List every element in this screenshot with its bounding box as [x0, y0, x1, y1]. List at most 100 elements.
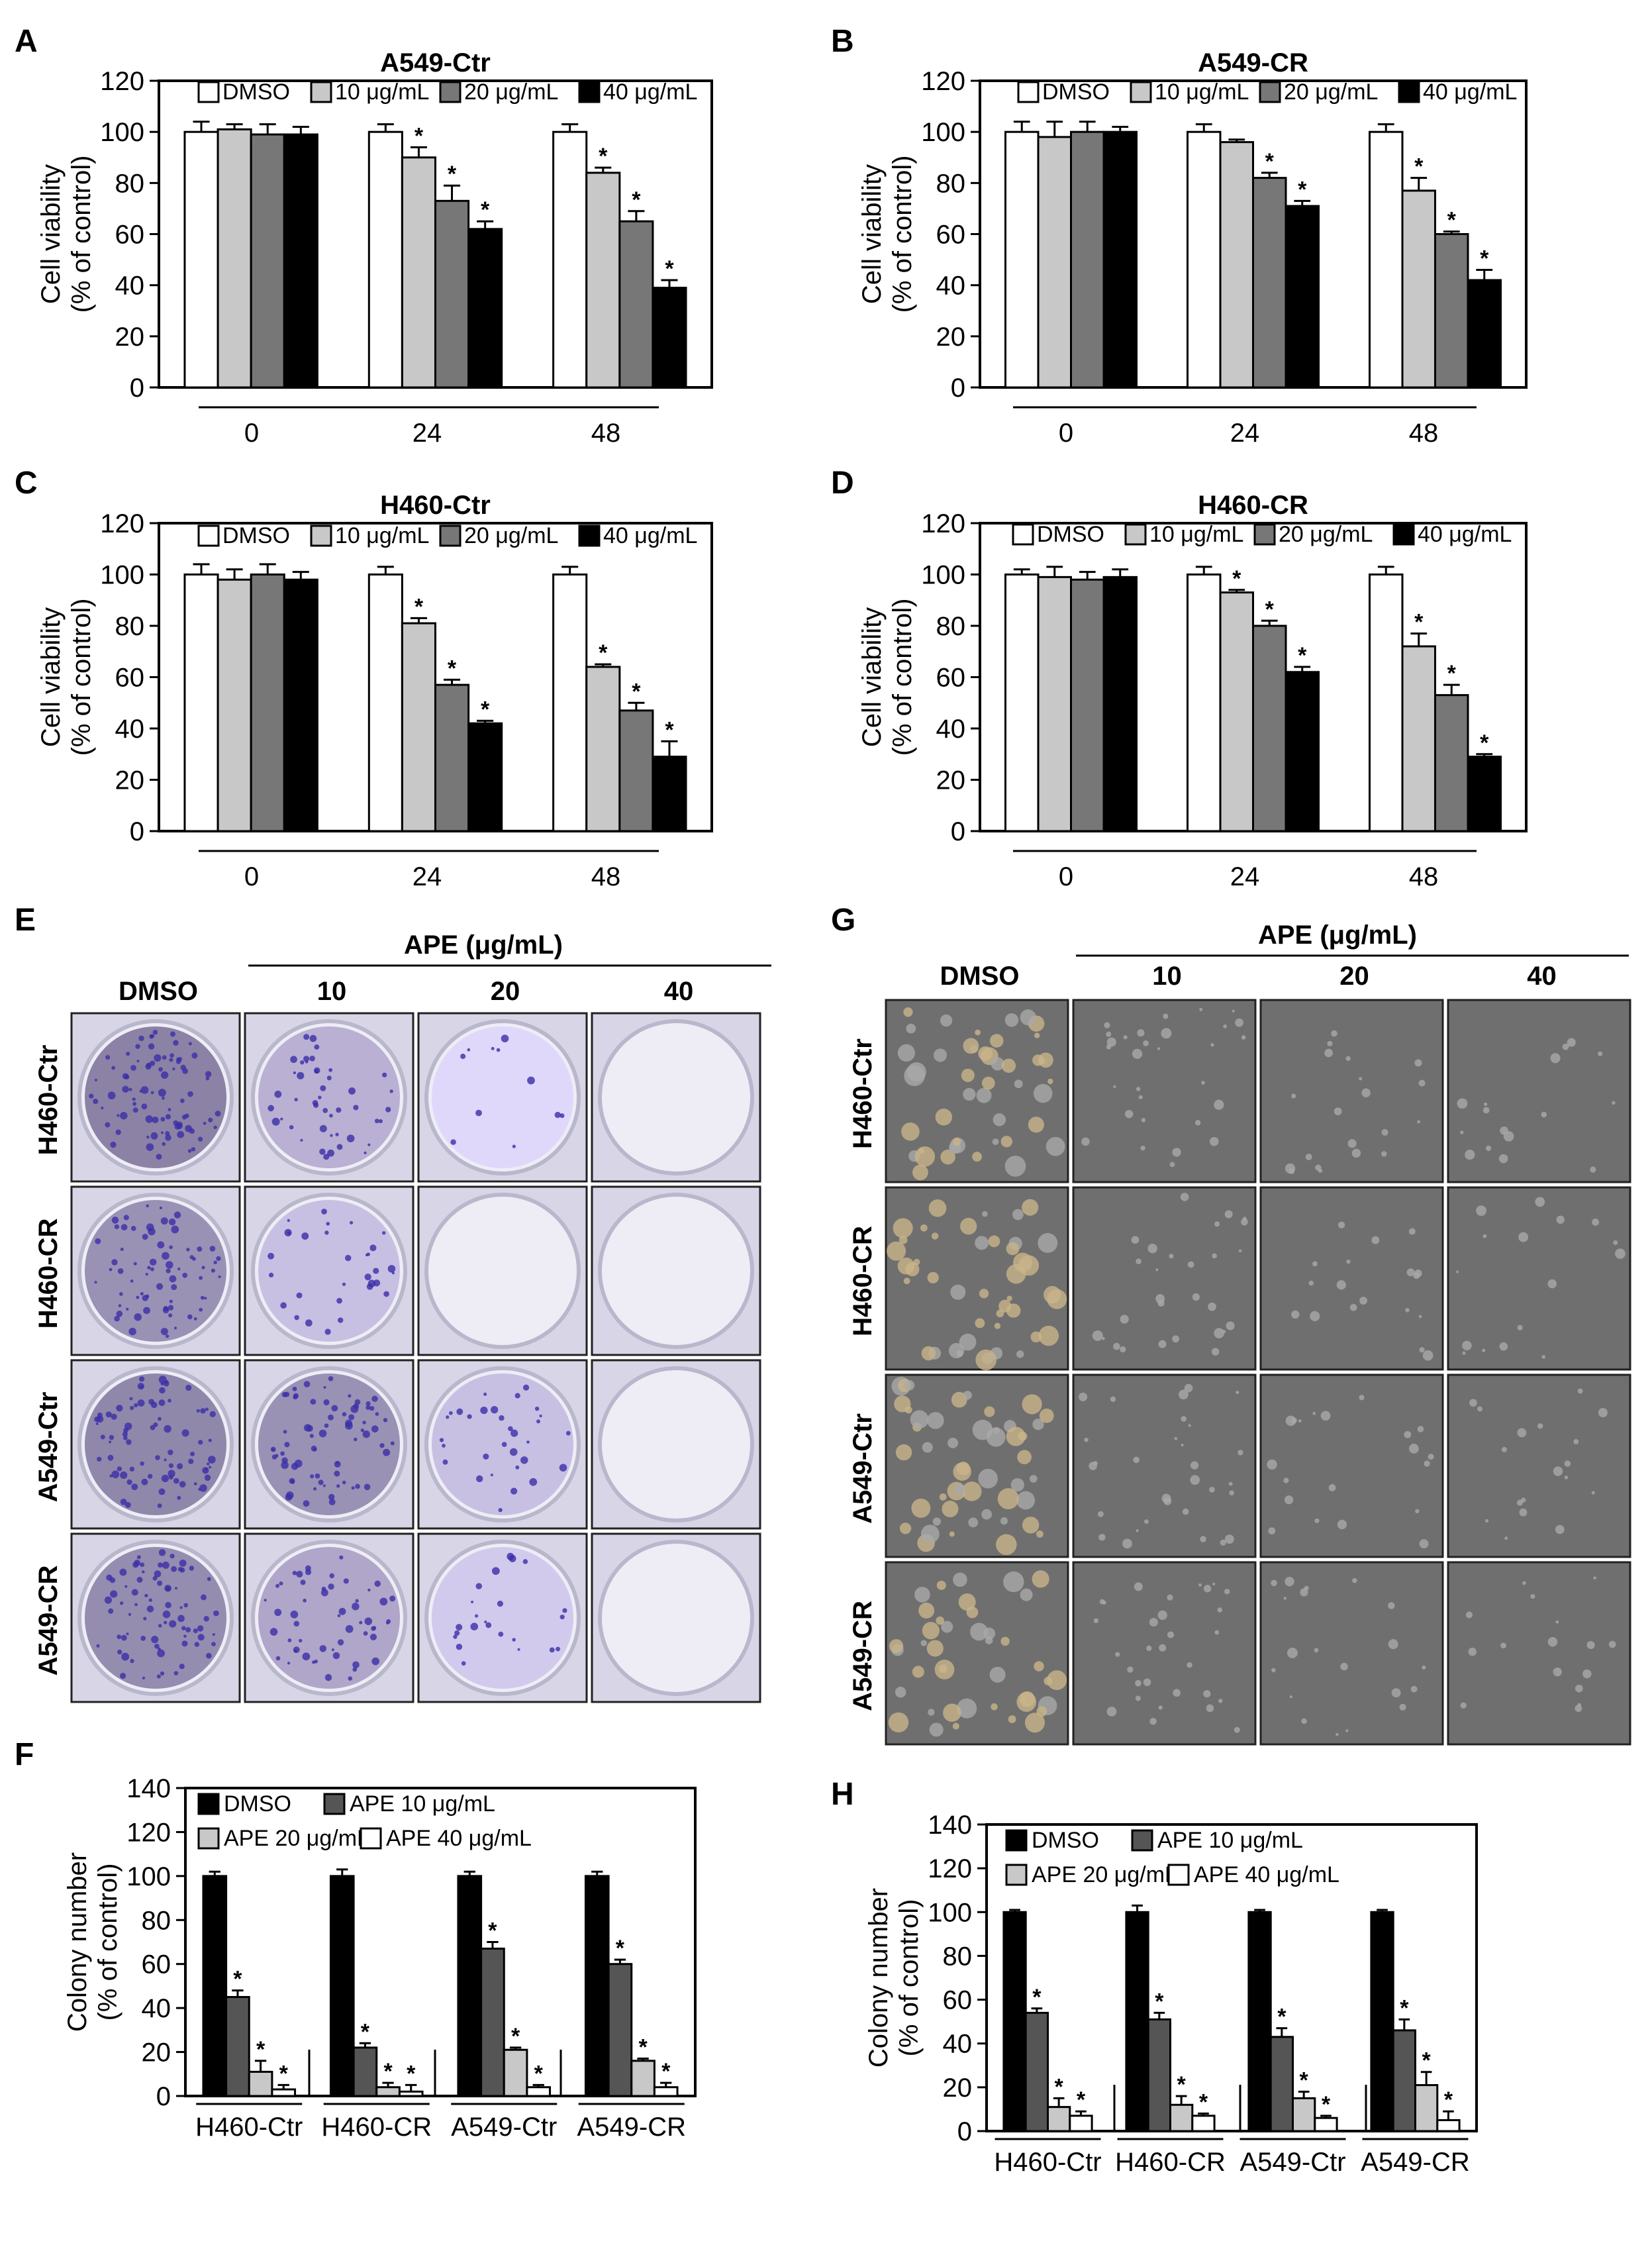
colony-dot [911, 1498, 931, 1518]
y-tick-label: 100 [100, 118, 144, 147]
colony-dot [1301, 1718, 1307, 1724]
colony-dot [1575, 1684, 1583, 1693]
legend-swatch [323, 1793, 346, 1815]
colony-dot [208, 1466, 212, 1469]
colony-dot [527, 1076, 535, 1085]
colony-dot [475, 1109, 482, 1117]
colony-dot [498, 1631, 504, 1637]
colony-dot [1291, 1093, 1296, 1099]
colony-dot [963, 1038, 979, 1054]
significance-star: * [599, 144, 608, 169]
colony-dot [101, 1106, 104, 1110]
y-tick-label: 100 [928, 1898, 972, 1927]
y-tick-label: 20 [115, 766, 145, 795]
colony-dot [350, 1405, 359, 1413]
y-tick-label: 80 [115, 169, 145, 198]
colony-dot [93, 1099, 99, 1105]
colony-dot [1418, 1079, 1426, 1087]
colony-dot [391, 1272, 395, 1275]
colony-dot [1022, 1199, 1039, 1216]
colony-dot [120, 1498, 127, 1505]
colony-dot [156, 1283, 164, 1290]
colony-dot [339, 1555, 344, 1560]
colony-dot [168, 1305, 174, 1311]
x-category-label: A549-Ctr [1239, 2148, 1345, 2177]
y-axis-label: Cell viability(% of control) [36, 599, 96, 756]
bar [352, 2046, 378, 2097]
colony-dot [1615, 1248, 1626, 1259]
colony-dot [331, 1648, 334, 1652]
colony-dot [1210, 1043, 1214, 1047]
colony-dot [1097, 1511, 1104, 1517]
colony-dot [365, 1253, 369, 1257]
legend-label: 10 μg/mL [335, 79, 429, 105]
colony-dot [323, 1385, 326, 1389]
colony-dot [322, 1108, 328, 1113]
colony-dot [383, 1418, 388, 1422]
colony-dot [1310, 1311, 1320, 1321]
y-tick-label: 60 [943, 1986, 973, 2015]
colony-dot [1238, 1450, 1243, 1456]
colony-dot [319, 1645, 327, 1652]
colony-dot [183, 1634, 187, 1638]
colony-dot [901, 1122, 920, 1141]
colony-dot [988, 1235, 1000, 1248]
colony-dot [536, 1419, 540, 1424]
y-tick-label: 40 [936, 272, 966, 301]
colony-dot [895, 1444, 912, 1461]
colony-dot [475, 1583, 483, 1589]
colony-dot [484, 1621, 487, 1624]
bar [652, 756, 687, 832]
colony-dot [1135, 1679, 1142, 1687]
colony-dot [1562, 1043, 1569, 1050]
colony-dot [146, 1143, 154, 1152]
colony-dot [1359, 1395, 1365, 1401]
colony-dot [512, 1638, 516, 1642]
y-tick-label: 120 [921, 67, 965, 96]
colony-dot [1214, 1630, 1220, 1635]
colony-dot [145, 1115, 154, 1123]
colony-dot [300, 1138, 303, 1142]
colony-dot [155, 1455, 160, 1460]
colony-dot [1419, 1347, 1425, 1353]
colony-dot [1242, 1217, 1247, 1221]
micrograph-background [1447, 1373, 1631, 1558]
colony-dot [461, 1661, 466, 1666]
colony-dot [187, 1149, 192, 1153]
y-tick-label: 0 [130, 817, 144, 846]
colony-dot [1553, 1466, 1563, 1476]
colony-dot [326, 1075, 332, 1081]
colony-dot [1613, 1240, 1618, 1245]
colony-dot [348, 1087, 356, 1095]
bar [1070, 578, 1105, 832]
colony-dot [157, 1503, 162, 1509]
colony-dot [100, 1434, 105, 1440]
colony-dot [338, 1607, 346, 1615]
significance-star: * [256, 2037, 266, 2062]
image-cell [1447, 1373, 1631, 1558]
bar [1252, 624, 1287, 832]
colony-dot [1468, 1648, 1477, 1656]
colony-dot [140, 1086, 149, 1094]
colony-dot [314, 1660, 318, 1664]
stain-field [258, 1547, 400, 1689]
colony-dot [97, 1456, 102, 1462]
column-label: 20 [1339, 962, 1369, 991]
stain-field [85, 1200, 226, 1342]
colony-dot [171, 1566, 177, 1572]
y-tick-label: 20 [936, 766, 966, 795]
colony-dot [104, 1596, 113, 1604]
colony-dot [1179, 1389, 1189, 1400]
colony-dot [1482, 1348, 1486, 1352]
colony-dot [1351, 1148, 1361, 1158]
colony-dot [336, 1107, 342, 1113]
colony-dot [303, 1056, 310, 1062]
colony-dot [1017, 1450, 1032, 1465]
colony-dot [940, 1149, 955, 1165]
colony-dot [161, 1474, 170, 1483]
colony-dot [281, 1461, 289, 1470]
colony-dot [352, 1667, 358, 1672]
colony-dot [302, 1652, 311, 1661]
colony-dot [176, 1121, 183, 1128]
bar [526, 2086, 552, 2097]
